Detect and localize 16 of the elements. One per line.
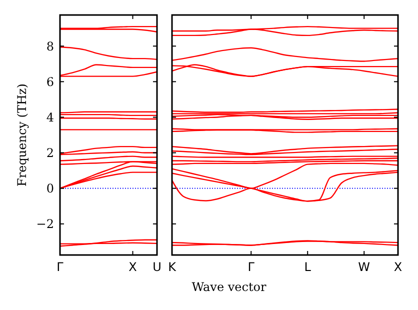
y-tick-label: 0 [46,182,54,196]
y-tick-label: 4 [46,110,54,124]
x-tick-label: X [394,260,402,274]
x-tick-label: L [304,260,312,274]
y-tick-label: 8 [46,39,54,54]
x-tick-label: Γ [56,260,64,274]
x-tick-label: U [152,260,162,274]
x-tick-label: K [168,260,178,274]
x-tick-label: W [358,260,370,274]
x-tick-label: X [128,260,137,274]
y-tick-label: −2 [36,217,54,232]
x-axis-title: Wave vector [192,280,267,294]
y-tick-label: 2 [46,146,54,160]
y-axis-title: Frequency (THz) [15,84,29,186]
y-tick-label: 6 [46,74,54,89]
x-tick-label: Γ [248,260,255,274]
